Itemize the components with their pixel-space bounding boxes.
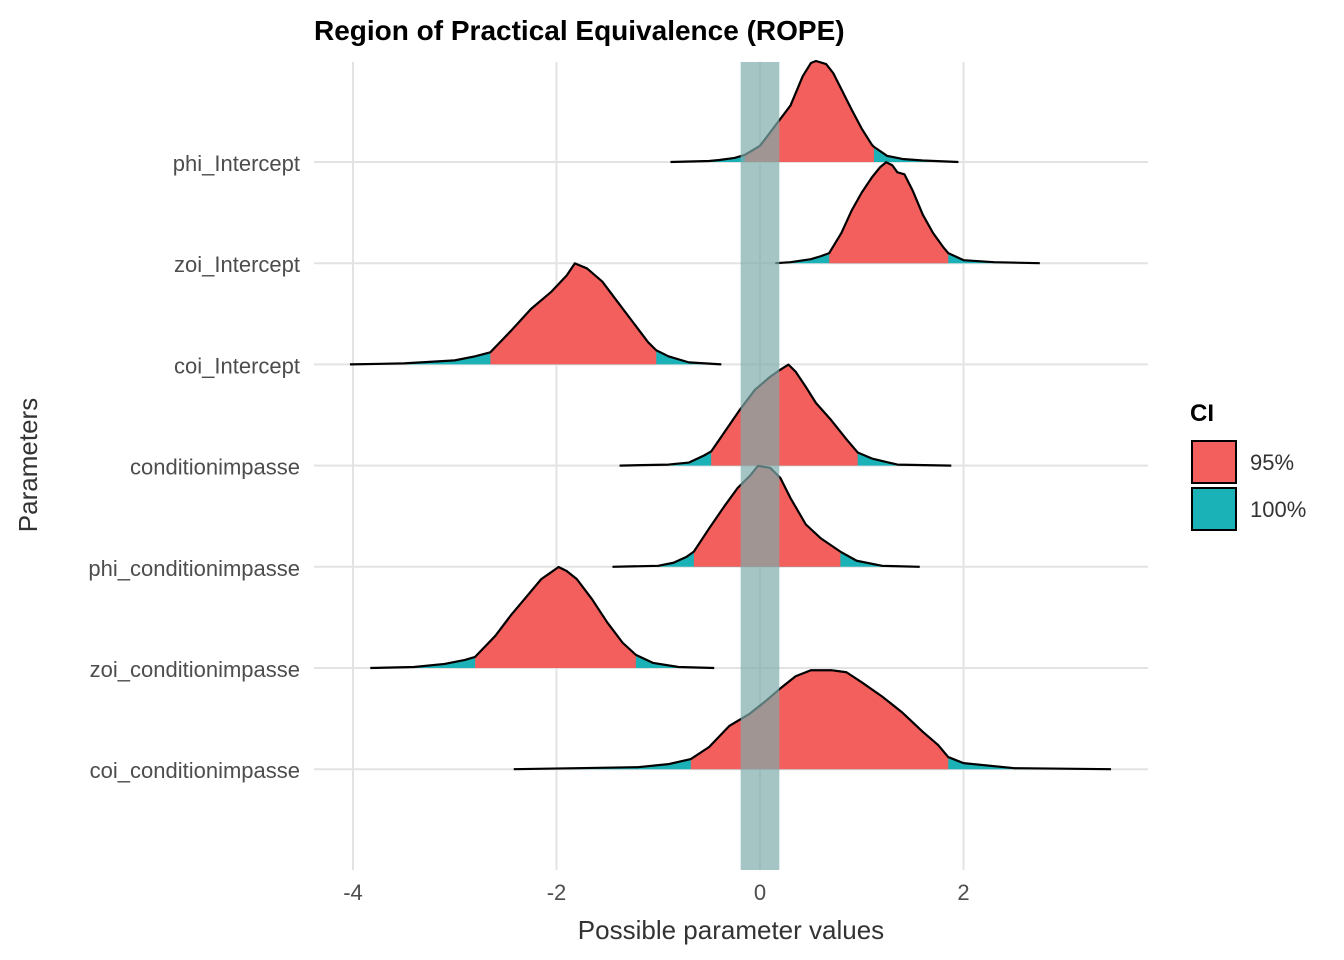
legend-swatch (1191, 487, 1237, 531)
ridge-conditionimpasse (619, 363, 952, 467)
density-line (670, 59, 959, 164)
density-line (370, 565, 715, 670)
y-tick-label: zoi_Intercept (174, 252, 300, 277)
legend-label: 100% (1250, 497, 1306, 522)
legend-title: CI (1190, 400, 1214, 427)
ci95-area (490, 263, 657, 365)
y-tick-label: phi_conditionimpasse (88, 556, 300, 581)
y-tick-label: zoi_conditionimpasse (90, 657, 300, 682)
y-tick-label: coi_conditionimpasse (90, 758, 300, 783)
y-tick-label: phi_Intercept (173, 151, 300, 176)
ci95-area (829, 162, 949, 264)
y-tick-labels: phi_Intercept zoi_Intercept coi_Interceptc… (88, 151, 300, 783)
ridge-densities (349, 59, 1112, 771)
rope-band (740, 62, 780, 870)
ridge-coi_Intercept (349, 262, 722, 366)
chart-title: Region of Practical Equivalence (ROPE) (314, 15, 845, 46)
ridge-zoi_conditionimpasse (370, 565, 715, 670)
density-line (775, 161, 1040, 265)
density-line (513, 669, 1112, 771)
ridge-phi_Intercept (670, 59, 959, 164)
density-line (619, 363, 952, 467)
x-tick-label: -4 (343, 880, 363, 905)
y-axis-label: Parameters (13, 398, 43, 532)
x-tick-label: 2 (957, 880, 969, 905)
x-tick-label: -2 (547, 880, 567, 905)
y-tick-label: coi_Intercept (174, 353, 300, 378)
x-tick-labels: -4 -2 0 2 (343, 880, 969, 905)
y-tick-label: conditionimpasse (130, 455, 300, 480)
x-tick-label: 0 (754, 880, 766, 905)
rope-band-layer (740, 62, 780, 870)
density-line (349, 262, 722, 366)
legend: CI 95% 100% (1190, 400, 1306, 531)
ci95-area (711, 364, 858, 466)
x-axis-label: Possible parameter values (578, 915, 884, 945)
ridge-zoi_Intercept (775, 161, 1040, 265)
ci95-area (475, 567, 636, 668)
ridge-coi_conditionimpasse (513, 669, 1112, 771)
legend-swatch (1191, 440, 1237, 484)
legend-label: 95% (1250, 450, 1294, 475)
